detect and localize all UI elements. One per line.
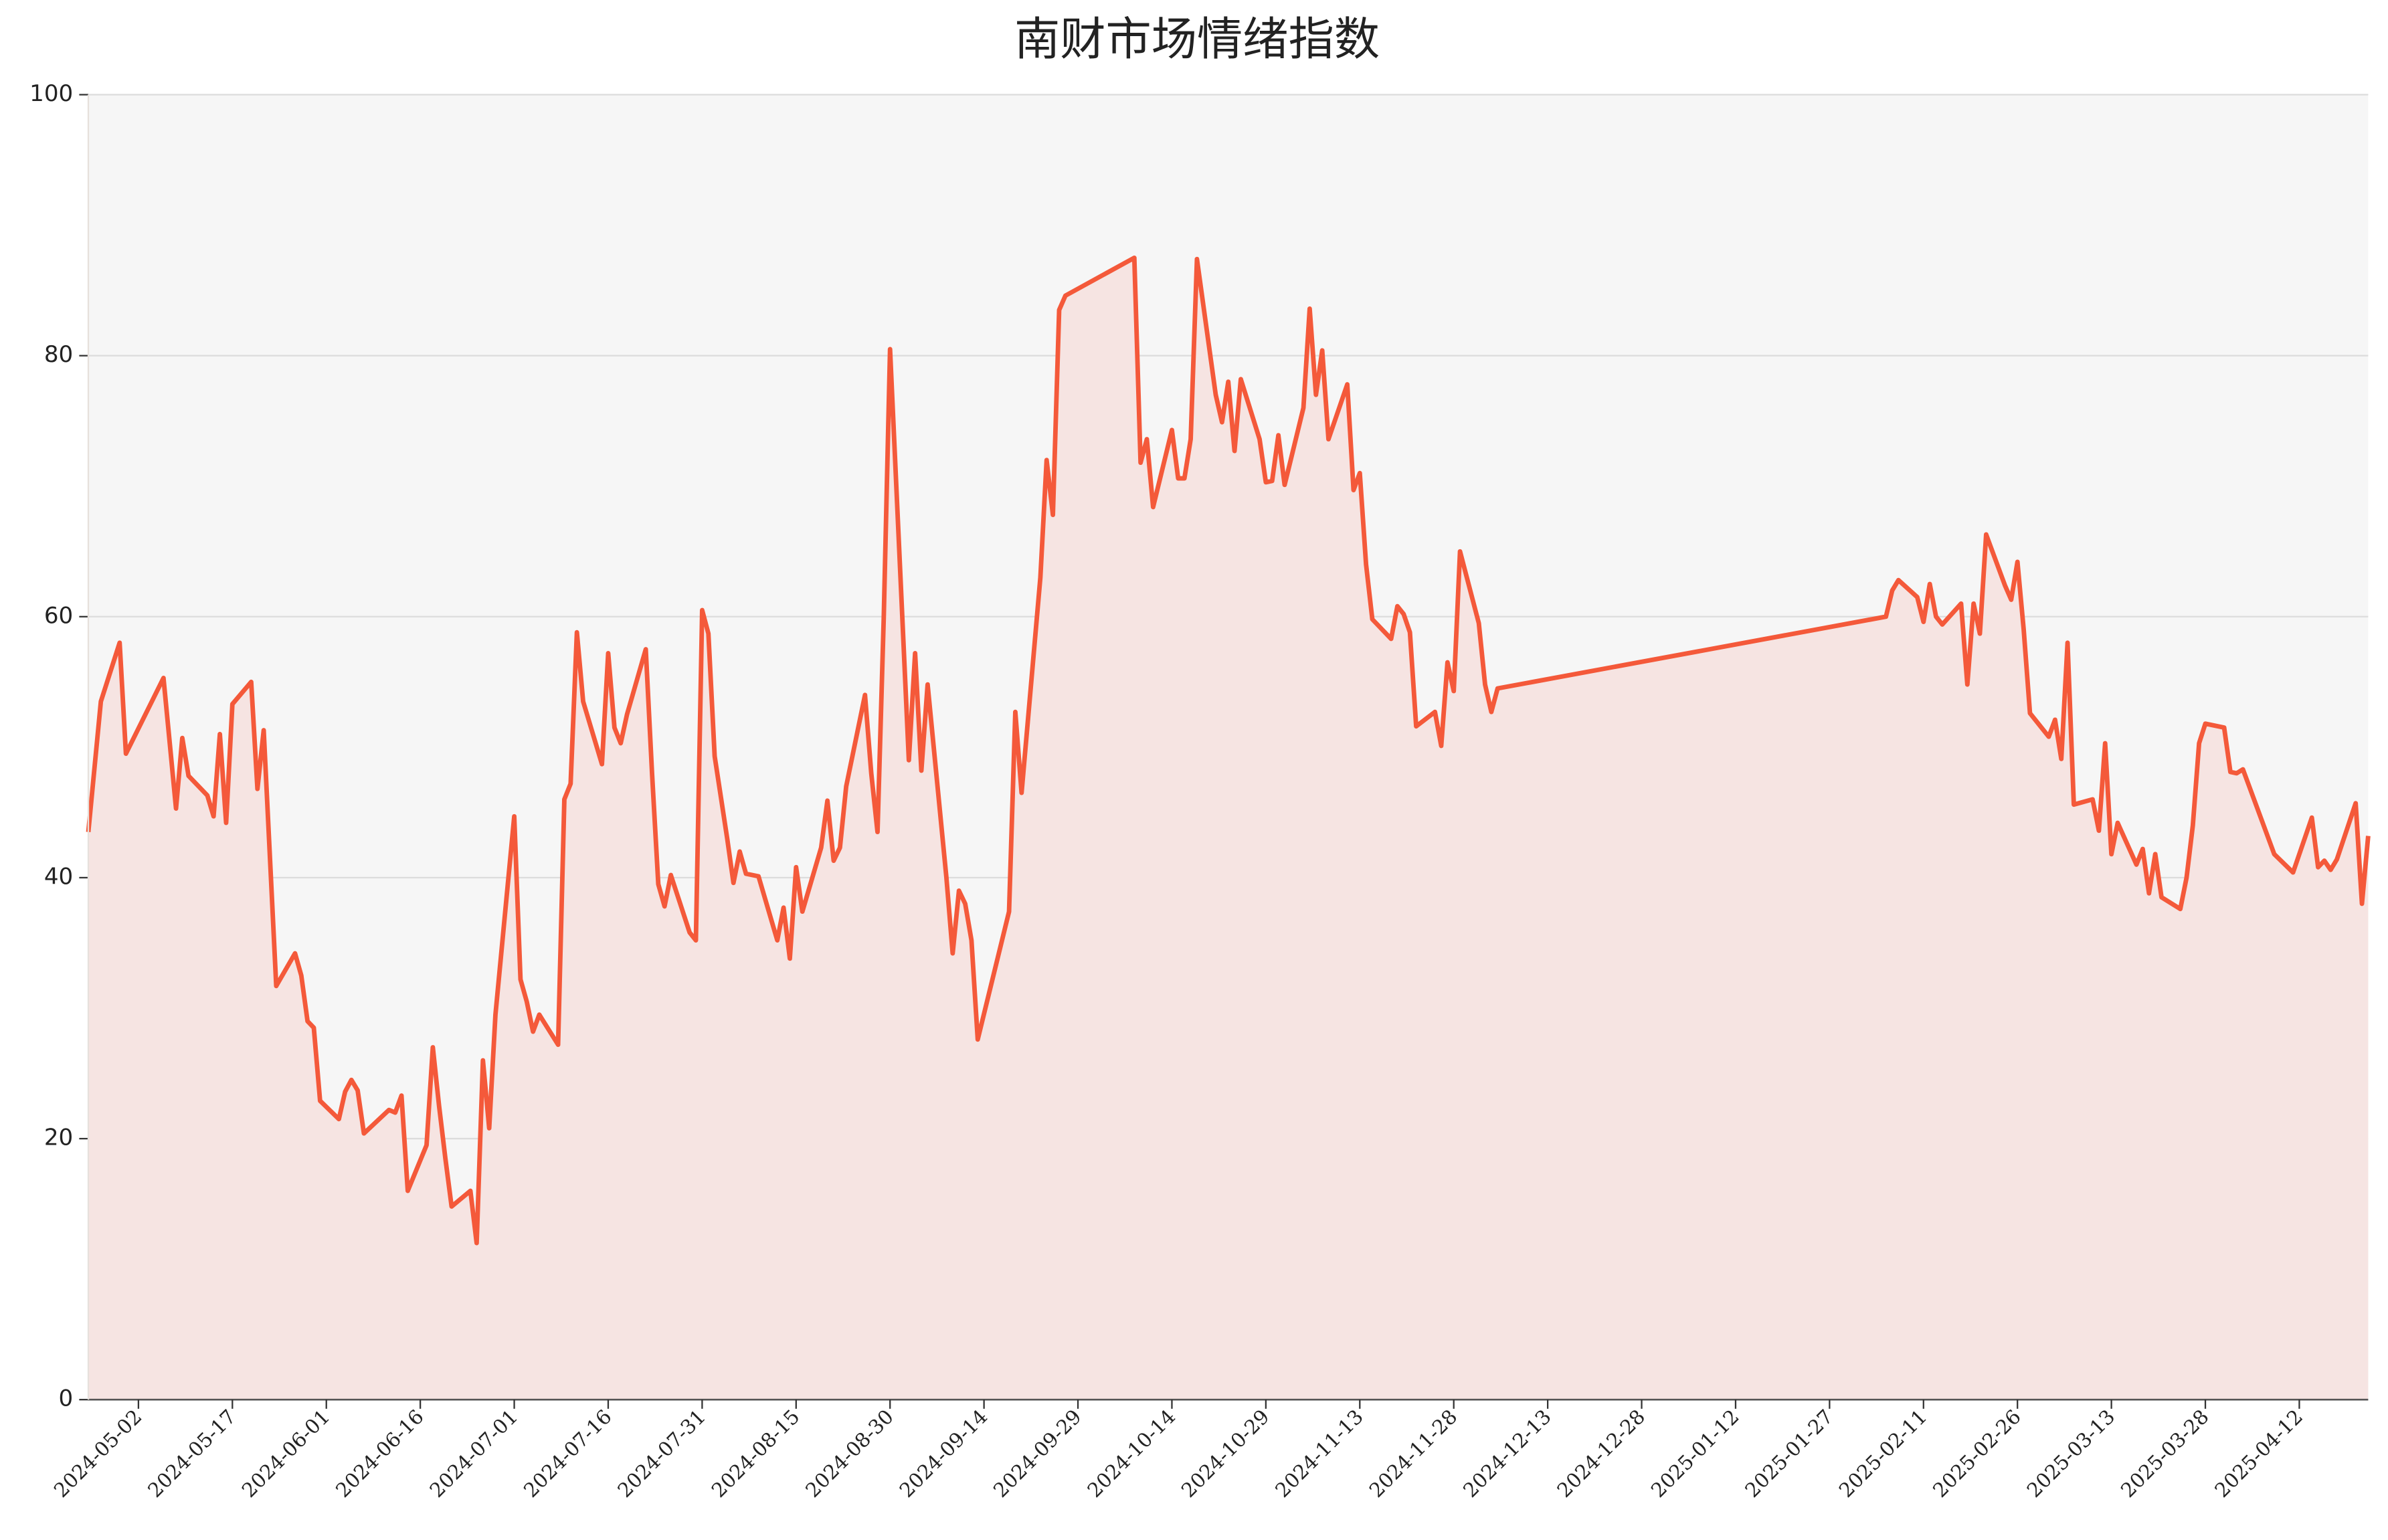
x-tick-label: 2024-10-29: [1177, 1405, 1274, 1502]
y-tick-label: 100: [29, 80, 73, 107]
line: [86, 255, 2371, 1246]
x-tick-label: 2024-11-13: [1271, 1405, 1368, 1502]
x-tick-label: 2024-05-02: [50, 1405, 147, 1502]
x-tick-label: 2024-07-31: [614, 1405, 711, 1502]
x-tick-label: 2024-09-29: [989, 1405, 1086, 1502]
x-tick-label: 2025-03-13: [2023, 1405, 2120, 1502]
x-tick-label: 2024-06-16: [331, 1405, 428, 1502]
x-tick-label: 2025-01-12: [1647, 1405, 1744, 1502]
x-tick-label: 2024-05-17: [143, 1405, 240, 1502]
x-tick-label: 2025-03-28: [2116, 1405, 2213, 1502]
x-tick-label: 2024-08-15: [707, 1405, 804, 1502]
x-tick-label: 2024-09-14: [895, 1405, 992, 1502]
area: [88, 258, 2369, 1400]
x-tick-label: 2024-07-01: [426, 1405, 523, 1502]
chart-title: 南财市场情绪指数: [1014, 13, 1380, 66]
y-tick-label: 40: [44, 863, 73, 890]
x-tick-label: 2024-12-28: [1553, 1405, 1650, 1502]
y-tick-label: 0: [59, 1385, 74, 1412]
x-tick-label: 2024-12-13: [1459, 1405, 1556, 1502]
y-tick-label: 80: [44, 341, 73, 368]
y-tick-label: 60: [44, 602, 73, 629]
x-tick-label: 2025-02-11: [1835, 1405, 1932, 1502]
x-tick-label: 2024-11-28: [1365, 1405, 1462, 1502]
x-tick-label: 2025-01-27: [1741, 1405, 1838, 1502]
x-tick-label: 2024-08-30: [801, 1405, 898, 1502]
x-tick-label: 2024-07-16: [519, 1405, 616, 1502]
y-tick-label: 20: [44, 1125, 73, 1151]
x-tick-label: 2024-06-01: [238, 1405, 335, 1502]
x-tick-label: 2024-10-14: [1083, 1405, 1180, 1502]
x-tick-label: 2025-02-26: [1928, 1405, 2025, 1502]
x-tick-label: 2025-04-12: [2211, 1405, 2308, 1502]
